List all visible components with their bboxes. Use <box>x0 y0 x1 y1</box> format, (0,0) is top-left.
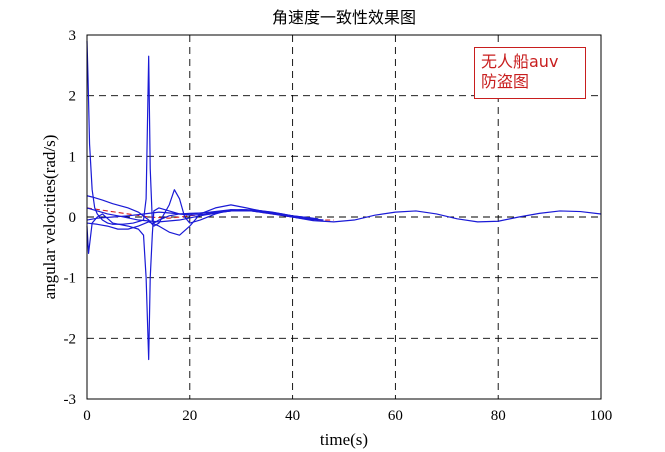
y-tick-label: 1 <box>69 149 77 165</box>
series-line-6 <box>86 207 324 223</box>
x-tick-label: 80 <box>491 408 506 424</box>
x-tick-label: 0 <box>83 408 91 424</box>
watermark-box: 无人船auv 防盗图 <box>474 47 586 99</box>
y-tick-label: -2 <box>64 331 77 347</box>
chart-title: 角速度一致性效果图 <box>272 8 416 27</box>
x-tick-label: 20 <box>182 408 197 424</box>
y-axis-title: angular velocities(rad/s) <box>40 135 59 300</box>
series-line-1 <box>86 41 602 225</box>
x-tick-label: 100 <box>590 408 613 424</box>
watermark-line-1: 无人船auv <box>481 52 559 71</box>
series-line-2 <box>86 207 314 361</box>
x-axis-title: time(s) <box>320 430 368 449</box>
y-tick-label: 2 <box>69 89 77 105</box>
series-line-4 <box>86 204 319 236</box>
tick-labels: 0 20 40 60 80 100 -3 -2 -1 0 1 2 3 <box>64 28 613 424</box>
y-tick-label: -3 <box>64 392 77 408</box>
x-tick-label: 60 <box>388 408 403 424</box>
watermark-line-2: 防盗图 <box>481 72 530 91</box>
series-line-3 <box>86 189 319 227</box>
x-tick-label: 40 <box>285 408 300 424</box>
y-tick-label: 3 <box>69 28 77 44</box>
y-tick-label: 0 <box>69 210 77 226</box>
series-layer <box>86 41 602 361</box>
plot-frame <box>86 34 602 400</box>
y-tick-label: -1 <box>64 271 77 287</box>
